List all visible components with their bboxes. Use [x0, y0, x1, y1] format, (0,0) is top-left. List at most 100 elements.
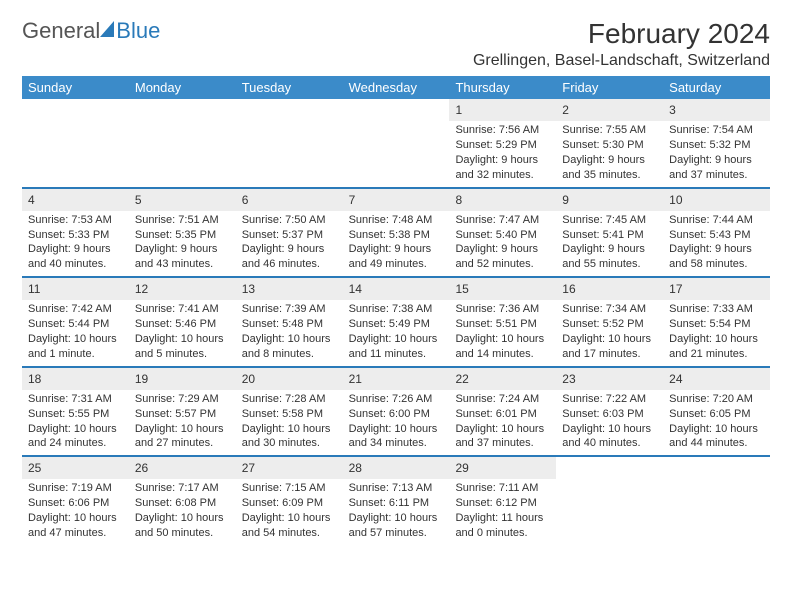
- calendar-cell: 17Sunrise: 7:33 AMSunset: 5:54 PMDayligh…: [663, 278, 770, 366]
- calendar-cell: 27Sunrise: 7:15 AMSunset: 6:09 PMDayligh…: [236, 457, 343, 545]
- daylight-text-1: Daylight: 9 hours: [669, 242, 764, 257]
- daylight-text-2: and 52 minutes.: [455, 257, 550, 272]
- daylight-text-2: and 11 minutes.: [349, 347, 444, 362]
- sunrise-text: Sunrise: 7:19 AM: [28, 481, 123, 496]
- day-number: 19: [129, 368, 236, 390]
- day-number: 18: [22, 368, 129, 390]
- daylight-text-1: Daylight: 10 hours: [28, 422, 123, 437]
- calendar-cell: 19Sunrise: 7:29 AMSunset: 5:57 PMDayligh…: [129, 368, 236, 456]
- daylight-text-2: and 54 minutes.: [242, 526, 337, 541]
- sunset-text: Sunset: 6:08 PM: [135, 496, 230, 511]
- week-row: 18Sunrise: 7:31 AMSunset: 5:55 PMDayligh…: [22, 366, 770, 456]
- day-details: Sunrise: 7:31 AMSunset: 5:55 PMDaylight:…: [22, 390, 129, 455]
- calendar-cell: ..: [663, 457, 770, 545]
- calendar-cell: ..: [22, 99, 129, 187]
- daylight-text-1: Daylight: 10 hours: [135, 511, 230, 526]
- daylight-text-2: and 32 minutes.: [455, 168, 550, 183]
- daylight-text-1: Daylight: 10 hours: [135, 422, 230, 437]
- daylight-text-2: and 0 minutes.: [455, 526, 550, 541]
- day-details: Sunrise: 7:34 AMSunset: 5:52 PMDaylight:…: [556, 300, 663, 365]
- day-number: 25: [22, 457, 129, 479]
- daylight-text-2: and 21 minutes.: [669, 347, 764, 362]
- day-number: 13: [236, 278, 343, 300]
- sunset-text: Sunset: 5:52 PM: [562, 317, 657, 332]
- day-details: Sunrise: 7:47 AMSunset: 5:40 PMDaylight:…: [449, 211, 556, 276]
- day-details: Sunrise: 7:19 AMSunset: 6:06 PMDaylight:…: [22, 479, 129, 544]
- daylight-text-1: Daylight: 10 hours: [242, 422, 337, 437]
- sunrise-text: Sunrise: 7:33 AM: [669, 302, 764, 317]
- daylight-text-1: Daylight: 10 hours: [242, 511, 337, 526]
- day-details: Sunrise: 7:22 AMSunset: 6:03 PMDaylight:…: [556, 390, 663, 455]
- day-number: 29: [449, 457, 556, 479]
- sunset-text: Sunset: 5:32 PM: [669, 138, 764, 153]
- daylight-text-1: Daylight: 10 hours: [28, 511, 123, 526]
- calendar-cell: 10Sunrise: 7:44 AMSunset: 5:43 PMDayligh…: [663, 189, 770, 277]
- calendar-cell: 12Sunrise: 7:41 AMSunset: 5:46 PMDayligh…: [129, 278, 236, 366]
- sunset-text: Sunset: 6:03 PM: [562, 407, 657, 422]
- daylight-text-1: Daylight: 11 hours: [455, 511, 550, 526]
- calendar-cell: 3Sunrise: 7:54 AMSunset: 5:32 PMDaylight…: [663, 99, 770, 187]
- triangle-icon: [100, 21, 114, 37]
- sunset-text: Sunset: 5:33 PM: [28, 228, 123, 243]
- daylight-text-1: Daylight: 10 hours: [455, 332, 550, 347]
- sunrise-text: Sunrise: 7:34 AM: [562, 302, 657, 317]
- day-number: 28: [343, 457, 450, 479]
- brand-word1: General: [22, 18, 100, 44]
- sunrise-text: Sunrise: 7:41 AM: [135, 302, 230, 317]
- day-details: Sunrise: 7:33 AMSunset: 5:54 PMDaylight:…: [663, 300, 770, 365]
- daylight-text-2: and 55 minutes.: [562, 257, 657, 272]
- daylight-text-2: and 46 minutes.: [242, 257, 337, 272]
- sunrise-text: Sunrise: 7:17 AM: [135, 481, 230, 496]
- day-details: Sunrise: 7:45 AMSunset: 5:41 PMDaylight:…: [556, 211, 663, 276]
- sunset-text: Sunset: 6:01 PM: [455, 407, 550, 422]
- daylight-text-2: and 44 minutes.: [669, 436, 764, 451]
- day-details: Sunrise: 7:13 AMSunset: 6:11 PMDaylight:…: [343, 479, 450, 544]
- daylight-text-2: and 1 minute.: [28, 347, 123, 362]
- calendar-cell: ..: [236, 99, 343, 187]
- calendar-cell: 16Sunrise: 7:34 AMSunset: 5:52 PMDayligh…: [556, 278, 663, 366]
- day-header: Thursday: [449, 76, 556, 99]
- sunset-text: Sunset: 6:11 PM: [349, 496, 444, 511]
- sunrise-text: Sunrise: 7:50 AM: [242, 213, 337, 228]
- day-header: Tuesday: [236, 76, 343, 99]
- day-details: Sunrise: 7:15 AMSunset: 6:09 PMDaylight:…: [236, 479, 343, 544]
- day-number: 4: [22, 189, 129, 211]
- daylight-text-1: Daylight: 10 hours: [669, 332, 764, 347]
- day-details: Sunrise: 7:44 AMSunset: 5:43 PMDaylight:…: [663, 211, 770, 276]
- day-details: Sunrise: 7:54 AMSunset: 5:32 PMDaylight:…: [663, 121, 770, 186]
- calendar-cell: 5Sunrise: 7:51 AMSunset: 5:35 PMDaylight…: [129, 189, 236, 277]
- day-details: Sunrise: 7:41 AMSunset: 5:46 PMDaylight:…: [129, 300, 236, 365]
- day-number: 11: [22, 278, 129, 300]
- calendar-cell: ..: [129, 99, 236, 187]
- calendar-cell: 18Sunrise: 7:31 AMSunset: 5:55 PMDayligh…: [22, 368, 129, 456]
- daylight-text-2: and 24 minutes.: [28, 436, 123, 451]
- sunset-text: Sunset: 5:41 PM: [562, 228, 657, 243]
- daylight-text-1: Daylight: 10 hours: [242, 332, 337, 347]
- daylight-text-1: Daylight: 10 hours: [349, 332, 444, 347]
- calendar-cell: 20Sunrise: 7:28 AMSunset: 5:58 PMDayligh…: [236, 368, 343, 456]
- sunset-text: Sunset: 5:37 PM: [242, 228, 337, 243]
- calendar-cell: 2Sunrise: 7:55 AMSunset: 5:30 PMDaylight…: [556, 99, 663, 187]
- week-row: ........1Sunrise: 7:56 AMSunset: 5:29 PM…: [22, 99, 770, 187]
- sunset-text: Sunset: 5:54 PM: [669, 317, 764, 332]
- daylight-text-2: and 30 minutes.: [242, 436, 337, 451]
- day-number: 5: [129, 189, 236, 211]
- day-details: Sunrise: 7:29 AMSunset: 5:57 PMDaylight:…: [129, 390, 236, 455]
- day-number: 16: [556, 278, 663, 300]
- day-details: Sunrise: 7:38 AMSunset: 5:49 PMDaylight:…: [343, 300, 450, 365]
- calendar-cell: 11Sunrise: 7:42 AMSunset: 5:44 PMDayligh…: [22, 278, 129, 366]
- sunset-text: Sunset: 5:51 PM: [455, 317, 550, 332]
- sunset-text: Sunset: 6:12 PM: [455, 496, 550, 511]
- daylight-text-1: Daylight: 10 hours: [349, 422, 444, 437]
- calendar-cell: 15Sunrise: 7:36 AMSunset: 5:51 PMDayligh…: [449, 278, 556, 366]
- daylight-text-1: Daylight: 10 hours: [349, 511, 444, 526]
- sunrise-text: Sunrise: 7:20 AM: [669, 392, 764, 407]
- week-row: 4Sunrise: 7:53 AMSunset: 5:33 PMDaylight…: [22, 187, 770, 277]
- page-header: General Blue February 2024 Grellingen, B…: [22, 18, 770, 70]
- day-details: Sunrise: 7:36 AMSunset: 5:51 PMDaylight:…: [449, 300, 556, 365]
- day-number: 2: [556, 99, 663, 121]
- daylight-text-2: and 47 minutes.: [28, 526, 123, 541]
- day-header: Sunday: [22, 76, 129, 99]
- day-number: 21: [343, 368, 450, 390]
- calendar-cell: 22Sunrise: 7:24 AMSunset: 6:01 PMDayligh…: [449, 368, 556, 456]
